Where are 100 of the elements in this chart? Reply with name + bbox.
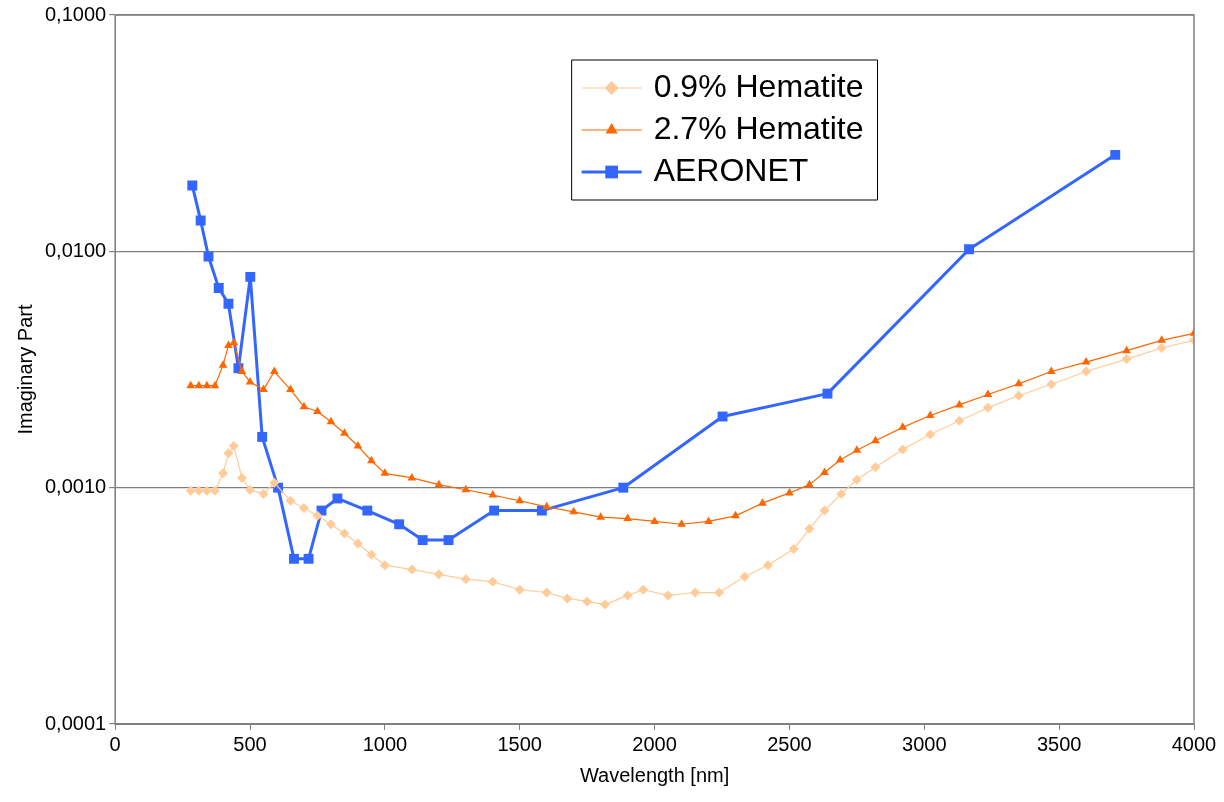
y-tick-label: 0,0001 [45, 711, 107, 734]
point [245, 271, 256, 282]
point [380, 468, 390, 476]
point [286, 384, 295, 393]
point [203, 251, 214, 262]
point [489, 505, 500, 516]
point [1046, 379, 1057, 390]
point [461, 484, 471, 493]
point [224, 340, 233, 348]
point [805, 479, 814, 488]
point [739, 571, 750, 582]
point [269, 366, 279, 375]
point [187, 180, 198, 191]
point [236, 472, 247, 483]
point [618, 482, 629, 493]
point [622, 590, 633, 601]
legend-label: 2.7% Hematite [653, 109, 864, 146]
point [514, 584, 525, 595]
point [379, 560, 390, 571]
point [434, 479, 444, 488]
x-tick-label: 4000 [1171, 732, 1217, 755]
point [366, 549, 377, 560]
point [193, 485, 204, 496]
point [897, 444, 908, 455]
point [852, 445, 862, 453]
point [339, 528, 350, 539]
point [1157, 335, 1166, 343]
point [298, 503, 309, 514]
point [223, 448, 234, 459]
point [582, 596, 593, 607]
point [804, 523, 815, 534]
point [228, 441, 239, 452]
x-tick-label: 0 [109, 732, 121, 755]
point [851, 474, 862, 485]
point [417, 535, 428, 546]
point [352, 538, 363, 549]
x-tick-label: 1000 [362, 732, 408, 755]
point [407, 472, 417, 481]
point [487, 576, 498, 587]
point [303, 553, 314, 564]
point [954, 415, 965, 426]
point [650, 516, 659, 524]
x-axis-title: Wavelength [nm] [579, 763, 730, 786]
point [299, 401, 309, 410]
point [1014, 378, 1024, 387]
point [362, 505, 373, 516]
point [186, 380, 196, 389]
point [955, 399, 964, 408]
point [1081, 366, 1092, 377]
y-tick-label: 0,0010 [45, 475, 107, 498]
point [258, 489, 269, 500]
point [245, 484, 256, 495]
point [541, 587, 552, 598]
point [218, 468, 229, 479]
point [1156, 342, 1167, 353]
point [1110, 149, 1121, 160]
point [210, 380, 220, 389]
point [285, 495, 296, 506]
point [822, 388, 833, 399]
point [289, 553, 299, 564]
point [332, 493, 343, 504]
point [677, 519, 686, 527]
point [569, 506, 578, 515]
point [1121, 354, 1132, 365]
point [237, 366, 247, 375]
point [898, 422, 908, 430]
point [819, 505, 830, 516]
y-tick-label: 0,1000 [45, 2, 107, 25]
point [202, 380, 212, 389]
point [257, 431, 268, 442]
x-tick-label: 3500 [1036, 732, 1082, 755]
point [623, 513, 632, 522]
point [596, 512, 605, 520]
point [218, 360, 228, 368]
point [367, 455, 376, 464]
point [599, 599, 610, 610]
point [194, 380, 204, 389]
y-axis-title: Imaginary Part [13, 304, 36, 435]
point [731, 510, 740, 519]
point [758, 498, 767, 506]
point [312, 510, 323, 521]
x-tick-label: 500 [233, 732, 267, 755]
point [983, 389, 993, 397]
point [1122, 345, 1131, 354]
point [1046, 366, 1056, 375]
point [714, 587, 725, 598]
point [195, 215, 206, 226]
point [313, 406, 322, 415]
x-tick-label: 1500 [497, 732, 542, 755]
x-tick-label: 2000 [632, 732, 677, 755]
point [663, 590, 674, 601]
point [925, 410, 935, 418]
point [562, 593, 573, 604]
point [433, 569, 444, 580]
point [460, 574, 471, 585]
point [406, 564, 417, 575]
point [353, 441, 363, 449]
point [820, 467, 829, 475]
point [223, 298, 234, 309]
point [704, 516, 713, 524]
